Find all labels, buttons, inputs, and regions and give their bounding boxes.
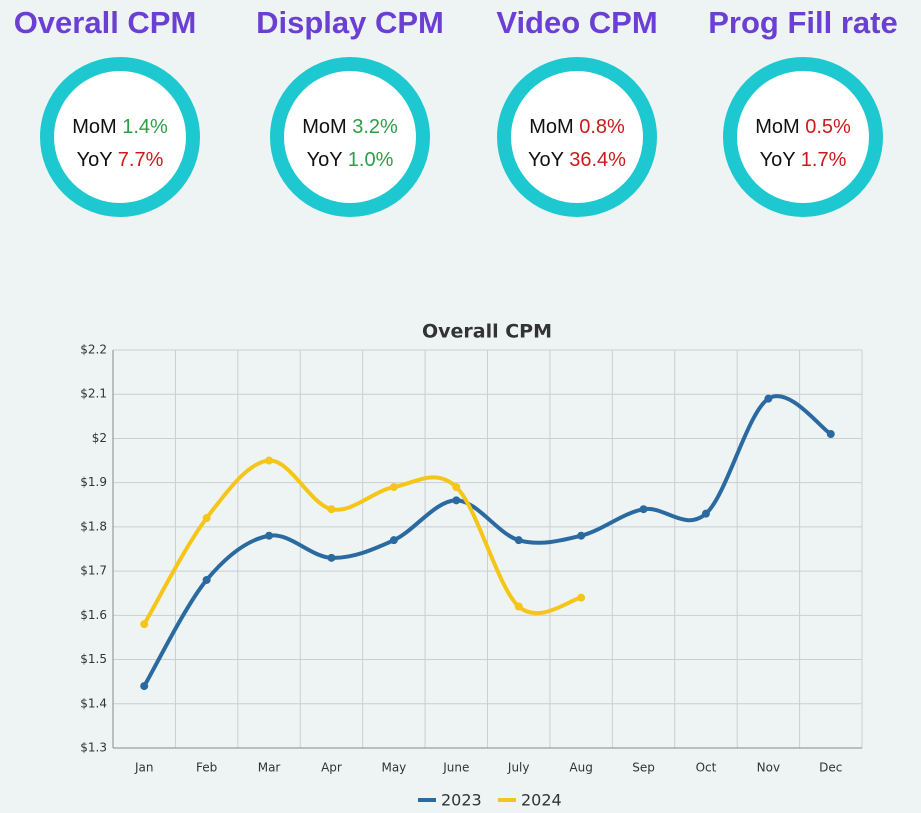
y-tick-label: $2 (92, 431, 107, 445)
point (389, 536, 398, 545)
x-tick-label: May (381, 761, 406, 775)
x-tick-label: Feb (196, 761, 217, 775)
point (577, 593, 586, 602)
kpi-label: YoY (528, 149, 564, 171)
point (265, 531, 274, 540)
x-tick-label: Apr (321, 761, 342, 775)
point (202, 575, 211, 584)
x-tick-label: Nov (757, 761, 780, 775)
y-tick-label: $1.6 (80, 608, 107, 622)
kpi-title: Prog Fill rate (708, 5, 897, 40)
x-tick-label: July (507, 761, 530, 775)
kpi-label: MoM (755, 116, 799, 138)
chart-title: Overall CPM (422, 321, 552, 343)
kpi-ring (723, 57, 883, 217)
kpi-yoy: YoY 36.4% (528, 149, 626, 171)
point (202, 514, 211, 523)
kpi-ring (40, 57, 200, 217)
x-tick-label: Jan (134, 761, 154, 775)
point (265, 456, 274, 465)
kpi-mom: MoM 1.4% (72, 116, 168, 138)
kpi-ring (270, 57, 430, 217)
kpi-value: 36.4% (569, 149, 626, 171)
kpi-mom: MoM 3.2% (302, 116, 398, 138)
y-tick-label: $1.9 (80, 475, 107, 489)
kpi-label: MoM (72, 116, 116, 138)
kpi-title: Video CPM (496, 5, 657, 40)
x-tick-label: Aug (569, 761, 592, 775)
x-tick-label: Oct (696, 761, 717, 775)
kpi-ring (497, 57, 657, 217)
x-tick-label: Sep (632, 761, 655, 775)
kpi-mom: MoM 0.8% (529, 116, 625, 138)
kpi-label: MoM (529, 116, 573, 138)
point (327, 553, 336, 562)
kpi-value: 1.0% (348, 149, 394, 171)
kpi-title: Display CPM (256, 5, 444, 40)
series-line (142, 394, 832, 688)
kpi-value: 7.7% (118, 149, 164, 171)
point (826, 430, 835, 439)
legend-label: 2023 (441, 791, 482, 810)
kpi-label: YoY (307, 149, 343, 171)
point (639, 505, 648, 514)
y-tick-label: $1.4 (80, 696, 107, 710)
kpi-yoy: YoY 7.7% (77, 149, 164, 171)
x-tick-label: Mar (258, 761, 281, 775)
kpi-yoy: YoY 1.7% (760, 149, 847, 171)
kpi-label: MoM (302, 116, 346, 138)
kpi-title: Overall CPM (14, 5, 197, 40)
x-tick-label: June (442, 761, 469, 775)
kpi-label: YoY (77, 149, 113, 171)
kpi-value: 0.5% (805, 116, 851, 138)
kpi-value: 3.2% (352, 116, 398, 138)
point (577, 531, 586, 540)
point (701, 509, 710, 518)
y-tick-label: $1.7 (80, 564, 107, 578)
kpi-value: 1.4% (122, 116, 168, 138)
point (452, 496, 461, 505)
x-tick-label: Dec (819, 761, 842, 775)
point (389, 483, 398, 492)
legend-label: 2024 (521, 791, 562, 810)
point (764, 394, 773, 403)
y-tick-label: $2.1 (80, 387, 107, 401)
kpi-value: 1.7% (801, 149, 847, 171)
kpi-label: YoY (760, 149, 796, 171)
kpi-yoy: YoY 1.0% (307, 149, 394, 171)
point (452, 483, 461, 492)
y-tick-label: $1.8 (80, 519, 107, 533)
point (514, 602, 523, 611)
kpi-mom: MoM 0.5% (755, 116, 851, 138)
y-tick-label: $1.5 (80, 652, 107, 666)
point (514, 536, 523, 545)
y-tick-label: $2.2 (80, 343, 107, 357)
point (140, 620, 149, 629)
kpi-value: 0.8% (579, 116, 625, 138)
y-tick-label: $1.3 (80, 741, 107, 755)
point (140, 682, 149, 691)
point (327, 505, 336, 514)
